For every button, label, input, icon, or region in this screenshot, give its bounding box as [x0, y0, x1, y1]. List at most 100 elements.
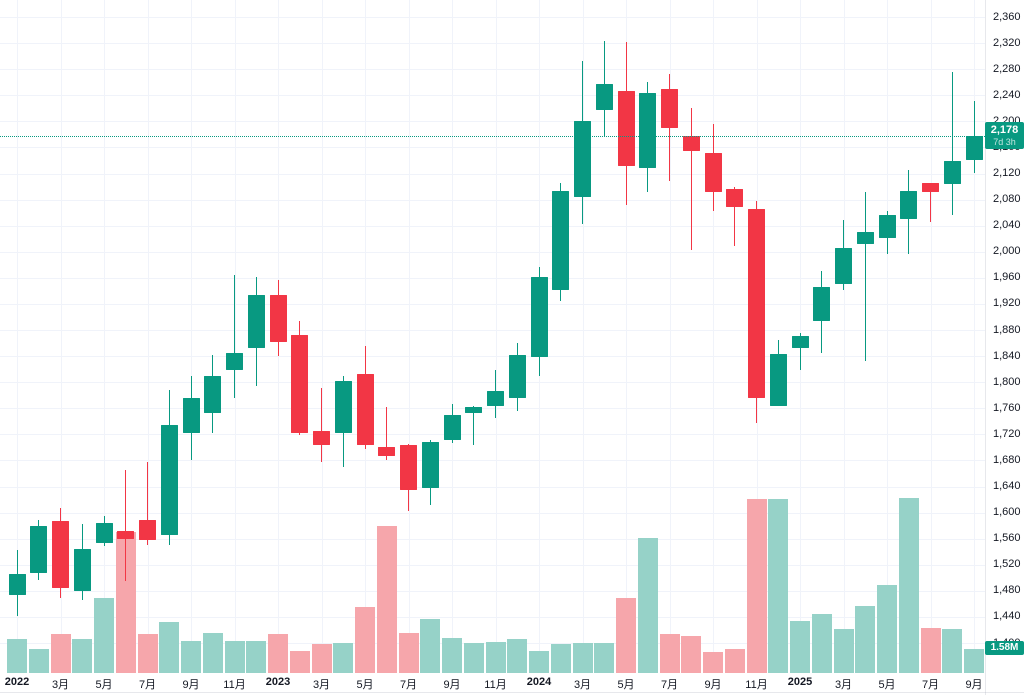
- volume-bar-2023-10: [463, 643, 484, 673]
- h-gridline: [0, 356, 985, 358]
- h-gridline: [0, 95, 985, 97]
- volume-bar-2022-01: [7, 639, 27, 673]
- volume-bar-2023-01: [268, 634, 288, 673]
- v-gridline: [669, 0, 671, 673]
- h-gridline: [0, 616, 985, 618]
- h-gridline: [0, 564, 985, 566]
- candle-body-2025-08: [943, 160, 961, 184]
- volume-bar-2024-02: [550, 644, 571, 673]
- y-tick-label: 1,680: [993, 453, 1021, 466]
- candle-wick-2023-06: [386, 406, 388, 461]
- volume-bar-2023-04: [333, 643, 354, 673]
- y-tick-label: 1,560: [993, 532, 1021, 545]
- h-gridline: [0, 277, 985, 279]
- v-gridline: [147, 0, 149, 673]
- candle-body-2023-03: [313, 431, 330, 445]
- chart-pane[interactable]: [0, 0, 985, 695]
- x-tick-label: 7月: [138, 679, 157, 691]
- v-gridline: [930, 0, 932, 673]
- volume-bar-2023-03: [311, 644, 332, 673]
- x-tick-label: 5月: [878, 679, 896, 691]
- y-tick-label: 2,000: [993, 245, 1021, 258]
- volume-bar-2023-09: [442, 638, 462, 673]
- candle-body-2023-04: [334, 380, 352, 434]
- candle-body-2022-10: [204, 375, 222, 413]
- volume-bar-2023-08: [420, 619, 441, 673]
- h-gridline: [0, 147, 985, 149]
- y-tick-label: 1,520: [993, 558, 1021, 571]
- volume-bar-2022-05: [94, 598, 114, 673]
- y-tick-label: 2,240: [993, 88, 1021, 101]
- volume-bar-2022-02: [28, 649, 49, 673]
- h-gridline: [0, 225, 985, 227]
- candle-body-2025-04: [856, 231, 874, 244]
- volume-bar-2024-09: [703, 652, 723, 673]
- candle-body-2023-02: [291, 334, 309, 434]
- volume-bar-2023-07: [398, 633, 419, 673]
- price-axis[interactable]: 2,178 7d 3h 1.58M 1,4001,4401,4801,5201,…: [985, 0, 1024, 695]
- volume-bar-2022-10: [202, 633, 223, 673]
- x-tick-label: 9月: [443, 679, 461, 691]
- candle-wick-2024-08: [690, 108, 692, 250]
- time-axis[interactable]: 2022 3月 5月 7月 9月 11月 2023 3月 5月 7月 9月 11月 2024 3月 5月 7月…: [0, 673, 985, 695]
- v-gridline: [582, 0, 584, 673]
- candle-wick-2023-03: [321, 388, 322, 462]
- volume-bar-2022-08: [159, 622, 180, 673]
- x-tick-label: 11月: [745, 679, 768, 691]
- h-gridline: [0, 199, 985, 201]
- volume-bar-2024-04: [594, 643, 615, 673]
- candle-body-2025-09: [965, 135, 983, 161]
- last-volume-badge: 1.58M: [985, 641, 1024, 655]
- h-gridline: [0, 251, 985, 253]
- candle-body-2022-04: [73, 549, 91, 592]
- volume-bar-2025-09: [964, 649, 984, 673]
- candle-wick-2023-10: [473, 405, 475, 446]
- y-tick-label: 1,440: [993, 610, 1021, 623]
- candle-body-2023-08: [421, 441, 439, 489]
- x-tick-label: 7月: [921, 679, 940, 691]
- volume-bar-2024-05: [616, 598, 636, 673]
- candle-body-2024-10: [726, 188, 744, 207]
- h-gridline: [0, 512, 985, 514]
- y-tick-label: 1,880: [993, 323, 1021, 336]
- volume-bar-2024-03: [572, 643, 593, 673]
- candle-body-2025-02: [813, 287, 831, 321]
- y-tick-label: 2,360: [993, 10, 1021, 23]
- y-tick-label: 2,080: [993, 193, 1021, 206]
- candle-body-2025-03: [835, 247, 852, 285]
- x-tick-label: 2025: [787, 676, 813, 688]
- v-gridline: [191, 0, 192, 673]
- candle-body-2022-09: [182, 397, 200, 433]
- volume-bar-2025-08: [942, 628, 963, 673]
- candle-body-2025-07: [922, 183, 939, 192]
- v-gridline: [17, 0, 18, 673]
- x-tick-label: 5月: [95, 679, 113, 691]
- x-tick-label: 5月: [617, 679, 635, 691]
- x-tick-label: 3月: [834, 679, 853, 691]
- candle-body-2022-01: [8, 573, 26, 595]
- candle-body-2022-11: [226, 352, 243, 371]
- h-gridline: [0, 538, 985, 540]
- x-tick-label: 9月: [704, 679, 722, 691]
- volume-bar-2024-07: [659, 634, 680, 673]
- volume-bar-2023-12: [507, 639, 528, 673]
- volume-bar-2025-04: [855, 606, 876, 673]
- candle-wick-2025-07: [930, 182, 931, 222]
- candle-wick-2025-08: [951, 71, 953, 215]
- y-tick-label: 1,800: [993, 375, 1021, 388]
- volume-bar-2023-05: [355, 607, 375, 673]
- h-gridline: [0, 590, 985, 592]
- h-gridline: [0, 434, 985, 436]
- v-gridline: [60, 0, 62, 673]
- volume-bar-2024-08: [681, 635, 702, 673]
- volume-bar-2025-03: [833, 628, 854, 673]
- volume-bar-2025-02: [811, 614, 832, 673]
- v-gridline: [626, 0, 627, 673]
- candle-body-2024-02: [552, 190, 570, 290]
- v-gridline: [974, 0, 975, 673]
- h-gridline: [0, 173, 985, 175]
- v-gridline: [495, 0, 497, 673]
- x-tick-label: 11月: [223, 679, 246, 691]
- candle-body-2024-12: [769, 353, 787, 406]
